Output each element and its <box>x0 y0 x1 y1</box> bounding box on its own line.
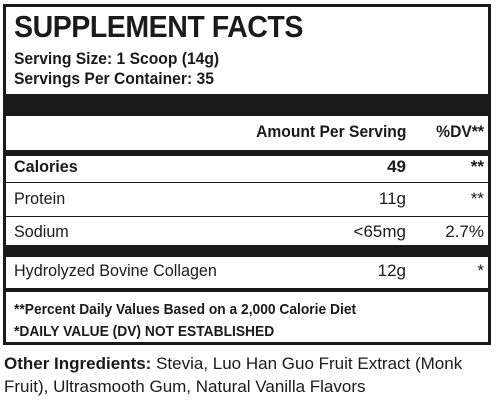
row-divider <box>6 182 488 183</box>
daily-value-header: %DV** <box>436 122 484 141</box>
amount-per-serving-header: Amount Per Serving <box>255 122 406 141</box>
nutrient-amount: <65mg <box>353 222 406 241</box>
nutrient-row-collagen: Hydrolyzed Bovine Collagen 12g * <box>6 257 488 287</box>
header-divider <box>6 150 488 156</box>
nutrient-name: Sodium <box>14 222 69 241</box>
nutrient-row-calories: Calories 49 ** <box>6 153 488 183</box>
footnote-percent-dv: **Percent Daily Values Based on a 2,000 … <box>14 301 357 318</box>
footnote-dv-not-established: *DAILY VALUE (DV) NOT ESTABLISHED <box>14 323 275 340</box>
footnote-divider <box>6 288 488 292</box>
row-divider <box>6 216 488 217</box>
thick-divider <box>6 245 488 257</box>
nutrient-name: Protein <box>14 189 66 208</box>
nutrient-dv: 2.7% <box>445 222 484 241</box>
nutrient-dv: * <box>477 261 484 280</box>
nutrient-amount: 49 <box>387 157 406 176</box>
nutrient-name: Calories <box>14 157 78 176</box>
thick-divider <box>6 94 488 116</box>
nutrient-name: Hydrolyzed Bovine Collagen <box>14 261 217 280</box>
nutrient-amount: 12g <box>377 261 406 280</box>
nutrient-dv: ** <box>470 157 484 176</box>
nutrient-dv: ** <box>470 189 484 208</box>
other-ingredients: Other Ingredients: Stevia, Luo Han Guo F… <box>4 352 492 398</box>
nutrient-row-sodium: Sodium <65mg 2.7% <box>6 218 488 248</box>
supplement-facts-panel: SUPPLEMENT FACTS Serving Size: 1 Scoop (… <box>3 4 491 345</box>
serving-size: Serving Size: 1 Scoop (14g) <box>14 49 220 68</box>
nutrient-amount: 11g <box>378 189 406 208</box>
ingredients-text: Stevia, Luo Han Guo Fruit Extract (Monk … <box>4 354 463 396</box>
ingredients-label: Other Ingredients: <box>4 354 152 373</box>
nutrient-row-protein: Protein 11g ** <box>6 185 488 215</box>
panel-title: SUPPLEMENT FACTS <box>14 9 303 44</box>
servings-per-container: Servings Per Container: 35 <box>14 69 214 88</box>
